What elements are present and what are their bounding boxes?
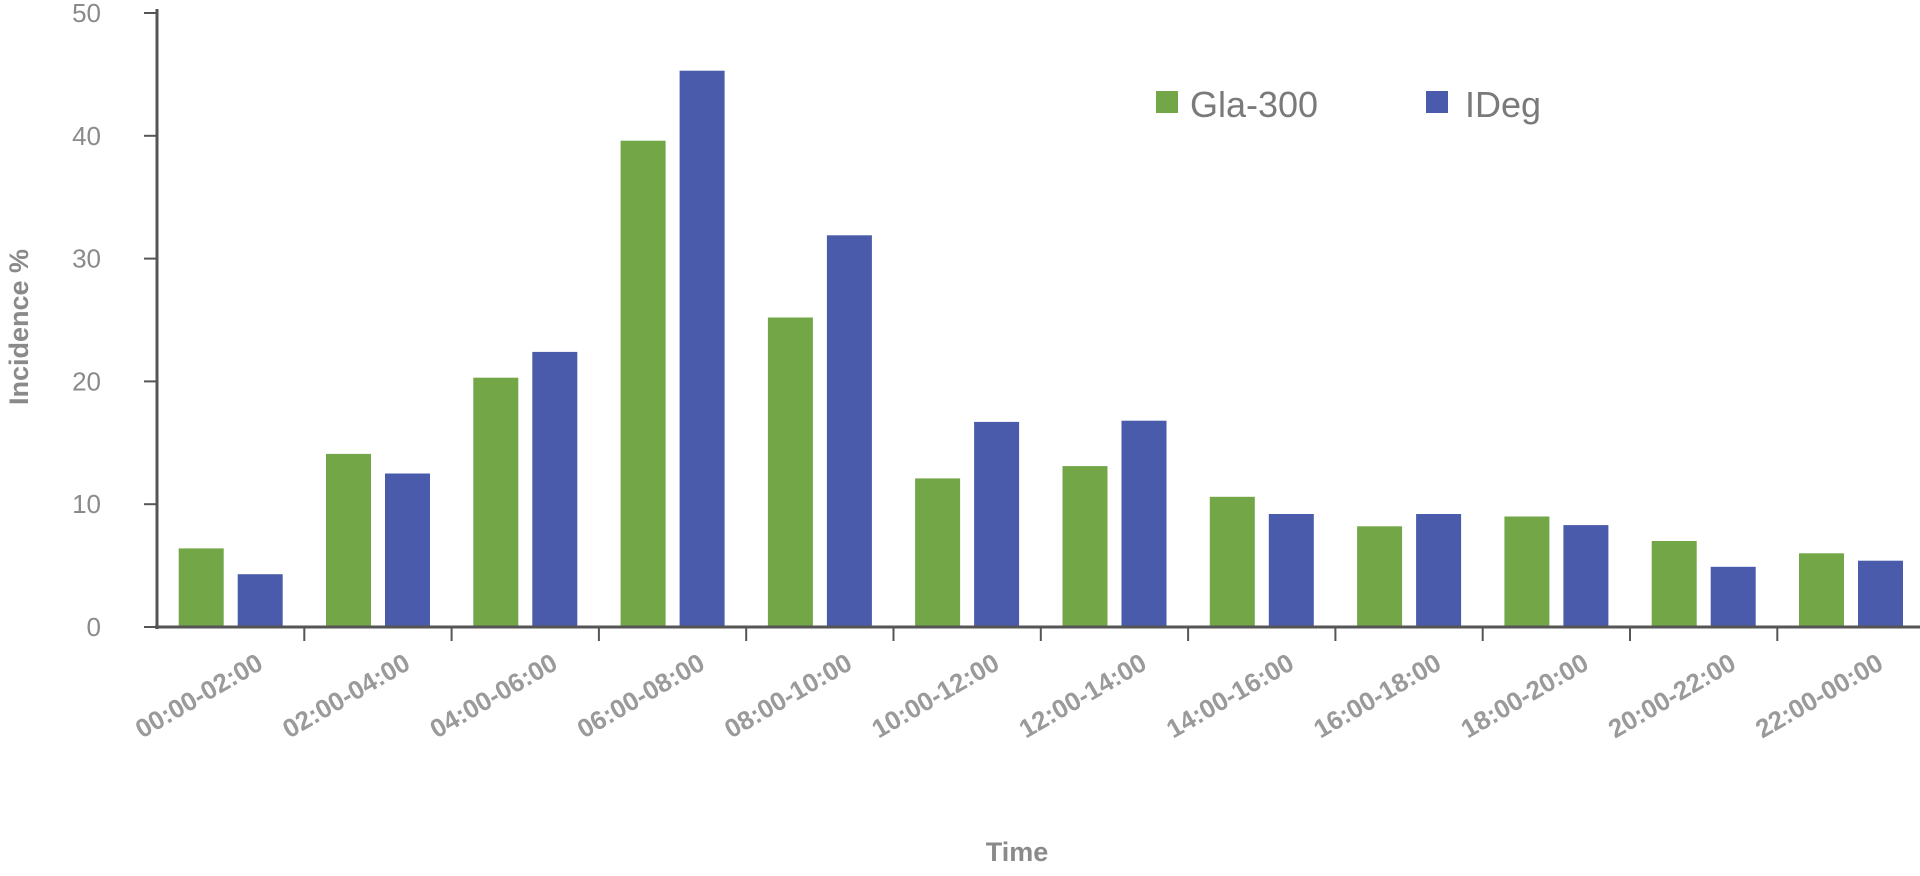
x-tick-label: 08:00-10:00 <box>719 647 857 744</box>
bar-gla-300-10:00-12:00 <box>915 478 961 627</box>
bar-gla-300-16:00-18:00 <box>1357 526 1403 627</box>
x-tick-label: 04:00-06:00 <box>425 647 563 744</box>
bar-gla-300-04:00-06:00 <box>473 377 519 627</box>
bar-ideg-08:00-10:00 <box>826 235 872 628</box>
x-axis-label: Time <box>986 837 1049 867</box>
bar-gla-300-22:00-00:00 <box>1799 553 1844 627</box>
y-tick-label: 10 <box>72 489 101 519</box>
axes-group: 0 10 20 30 40 50 00:00-02:00 02:00-04:00 04:00-0… <box>72 0 1920 744</box>
legend-label-ideg: IDeg <box>1465 84 1541 125</box>
bar-ideg-16:00-18:00 <box>1416 514 1462 627</box>
x-tick-label: 22:00-00:00 <box>1750 647 1888 744</box>
bar-ideg-22:00-00:00 <box>1858 560 1903 627</box>
x-tick-label: 18:00-20:00 <box>1456 647 1594 744</box>
bar-gla-300-20:00-22:00 <box>1651 541 1697 627</box>
bar-ideg-10:00-12:00 <box>974 421 1020 627</box>
bar-ideg-02:00-04:00 <box>385 473 430 627</box>
y-tick-label: 40 <box>72 121 101 151</box>
y-tick-label: 50 <box>72 0 101 28</box>
x-tick-label: 12:00-14:00 <box>1014 647 1152 744</box>
legend-swatch-ideg <box>1426 91 1448 113</box>
bar-gla-300-08:00-10:00 <box>767 317 813 627</box>
bar-ideg-20:00-22:00 <box>1710 566 1756 627</box>
x-tick-label: 00:00-02:00 <box>130 647 268 744</box>
bar-ideg-18:00-20:00 <box>1563 525 1609 627</box>
y-tick-label: 30 <box>72 244 101 274</box>
x-tick-label: 10:00-12:00 <box>866 647 1004 744</box>
bar-gla-300-14:00-16:00 <box>1209 496 1255 627</box>
bar-ideg-06:00-08:00 <box>679 70 725 627</box>
x-tick-label: 16:00-18:00 <box>1308 647 1446 744</box>
legend: Gla-300 IDeg <box>1156 84 1541 125</box>
bars-group <box>178 70 1903 628</box>
bar-gla-300-18:00-20:00 <box>1504 516 1550 627</box>
bar-ideg-14:00-16:00 <box>1268 514 1314 627</box>
y-tick-label: 20 <box>72 366 101 396</box>
bar-gla-300-02:00-04:00 <box>326 453 371 627</box>
legend-label-gla-300: Gla-300 <box>1190 84 1318 125</box>
bar-gla-300-00:00-02:00 <box>178 548 224 627</box>
x-tick-label: 06:00-08:00 <box>572 647 710 744</box>
bar-gla-300-12:00-14:00 <box>1062 466 1108 627</box>
bar-ideg-00:00-02:00 <box>237 574 283 627</box>
bar-ideg-04:00-06:00 <box>532 351 578 627</box>
x-tick-label: 20:00-22:00 <box>1603 647 1741 744</box>
y-axis-label: Incidence % <box>4 249 34 405</box>
x-tick-label: 02:00-04:00 <box>277 647 415 744</box>
legend-swatch-gla-300 <box>1156 91 1178 113</box>
bar-gla-300-06:00-08:00 <box>620 140 666 627</box>
y-tick-label: 0 <box>87 612 101 642</box>
bar-ideg-12:00-14:00 <box>1121 420 1167 627</box>
x-tick-label: 14:00-16:00 <box>1161 647 1299 744</box>
